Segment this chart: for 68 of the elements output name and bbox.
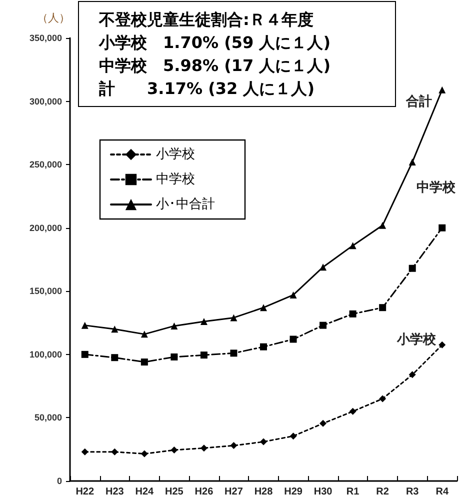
x-tick-label: R2	[376, 486, 390, 498]
point	[260, 304, 267, 312]
x-tick-label: H26	[194, 486, 214, 498]
legend-label: 中学校	[156, 172, 195, 187]
legend-label: 小学校	[156, 147, 195, 162]
x-tick-label: R4	[436, 486, 449, 498]
point	[320, 420, 327, 427]
point	[140, 358, 148, 366]
x-tick-label: R3	[406, 486, 420, 498]
annotation: 中学校	[416, 179, 457, 196]
y-tick-label: 100,000	[29, 349, 62, 360]
point	[438, 341, 446, 348]
x-tick-label: H28	[254, 486, 274, 498]
point	[111, 326, 118, 333]
x-tick-label: H23	[105, 486, 124, 498]
point	[200, 352, 208, 359]
point	[230, 314, 238, 322]
point	[81, 322, 88, 329]
y-tick-label: 50,000	[34, 412, 62, 423]
y-tick-label: 150,000	[29, 286, 62, 296]
point	[170, 322, 178, 330]
point	[111, 354, 118, 362]
point	[230, 442, 238, 450]
y-axis-title: （人）	[37, 12, 70, 24]
y-tick-label: 0	[56, 476, 62, 486]
y-tick-label: 350,000	[29, 33, 62, 43]
x-tick-label: H24	[135, 486, 154, 498]
x-tick-label: H27	[224, 486, 244, 498]
point	[140, 330, 148, 338]
point	[438, 224, 446, 232]
point	[320, 264, 327, 271]
x-tick-label: H22	[76, 486, 94, 498]
point	[379, 304, 386, 312]
point	[230, 350, 238, 357]
point	[81, 350, 88, 358]
y-tick-label: 300,000	[29, 96, 62, 106]
point	[170, 353, 178, 360]
annotation: 小学校	[396, 331, 438, 348]
point	[111, 448, 118, 456]
point	[200, 444, 208, 452]
x-tick-label: H30	[314, 486, 333, 498]
x-tick-label: H25	[165, 486, 184, 498]
point	[290, 336, 297, 343]
point	[320, 322, 327, 329]
point	[408, 264, 416, 272]
x-tick-label: H29	[284, 486, 303, 498]
point	[260, 438, 267, 446]
y-tick-label: 250,000	[29, 160, 62, 170]
annotation: 合計	[405, 93, 432, 110]
point	[379, 222, 386, 229]
point	[408, 158, 416, 166]
note-box: 不登校児童生徒割合:Ｒ４年度 小学校 1.70% (59 人に１人) 中学校 5.98% (17 人に１人) 計 3.17% (32 人に１人)	[78, 1, 396, 107]
point	[140, 450, 148, 458]
point	[349, 310, 356, 318]
point	[379, 395, 386, 402]
point	[260, 343, 267, 350]
point	[170, 446, 178, 454]
point	[290, 291, 297, 298]
point	[349, 408, 356, 415]
point	[290, 432, 297, 440]
point	[200, 318, 208, 326]
point	[438, 86, 446, 94]
point	[81, 448, 88, 456]
legend-label: 小･中合計	[156, 197, 215, 212]
point	[349, 242, 356, 250]
point	[408, 371, 416, 378]
x-tick-label: R1	[346, 486, 360, 498]
y-tick-label: 200,000	[29, 222, 62, 233]
